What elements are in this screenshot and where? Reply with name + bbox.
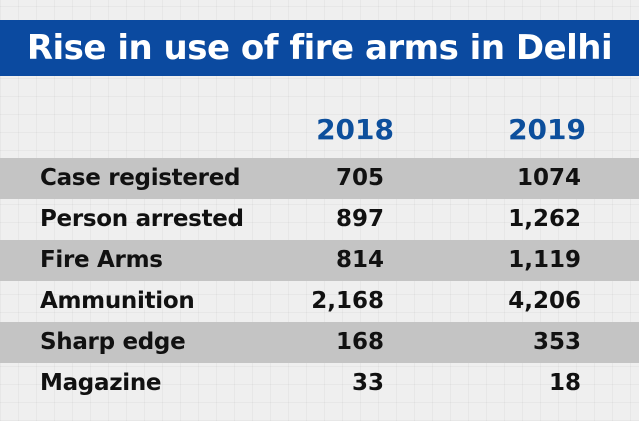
- column-header-2019: 2019: [508, 113, 586, 146]
- row-label: Person arrested: [40, 206, 244, 232]
- cell-2019: 353: [532, 329, 581, 355]
- cell-2018: 814: [335, 247, 384, 273]
- cell-2019: 1074: [516, 165, 581, 191]
- cell-2018: 168: [335, 329, 384, 355]
- cell-2019: 1,262: [508, 206, 581, 232]
- row-label: Sharp edge: [40, 329, 186, 355]
- row-label: Case registered: [40, 165, 241, 191]
- title-banner: Rise in use of fire arms in Delhi: [0, 20, 639, 76]
- row-label: Fire Arms: [40, 247, 163, 273]
- table-row: Fire Arms 814 1,119: [0, 240, 639, 281]
- row-label: Ammunition: [40, 288, 195, 314]
- table-row: Case registered 705 1074: [0, 158, 639, 199]
- table-row: Sharp edge 168 353: [0, 322, 639, 363]
- cell-2018: 2,168: [311, 288, 384, 314]
- column-header-2018: 2018: [316, 113, 394, 146]
- table-row: Ammunition 2,168 4,206: [0, 281, 639, 322]
- cell-2018: 705: [335, 165, 384, 191]
- table-row: Magazine 33 18: [0, 363, 639, 404]
- cell-2018: 897: [335, 206, 384, 232]
- cell-2019: 18: [548, 370, 581, 396]
- cell-2019: 1,119: [508, 247, 581, 273]
- cell-2019: 4,206: [508, 288, 581, 314]
- chart-title: Rise in use of fire arms in Delhi: [26, 28, 613, 68]
- cell-2018: 33: [351, 370, 384, 396]
- row-label: Magazine: [40, 370, 162, 396]
- table-row: Person arrested 897 1,262: [0, 199, 639, 240]
